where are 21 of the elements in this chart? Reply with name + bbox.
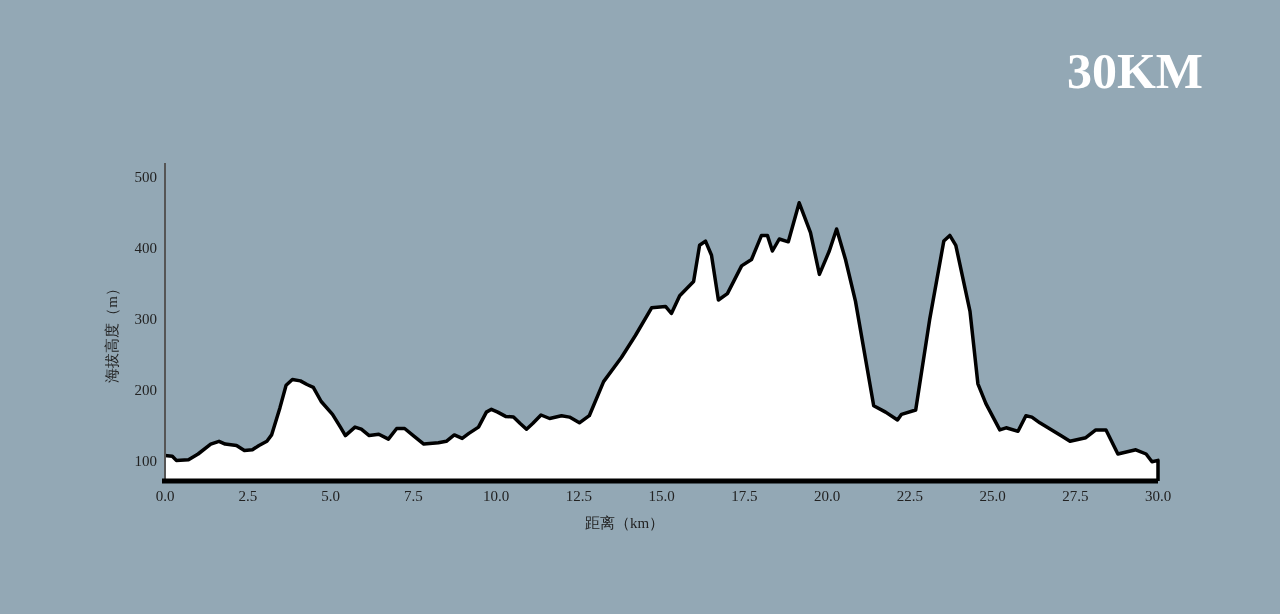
x-axis-title: 距离（km） bbox=[584, 515, 665, 531]
y-axis-title: 海拔高度（m） bbox=[104, 281, 120, 383]
chart-title: 30KM bbox=[1066, 43, 1204, 99]
x-tick-label: 12.5 bbox=[565, 488, 592, 504]
x-tick-label: 30.0 bbox=[1144, 488, 1172, 504]
x-tick-label: 15.0 bbox=[648, 488, 675, 504]
x-tick-label: 0.0 bbox=[155, 488, 175, 504]
x-tick-label: 17.5 bbox=[731, 488, 758, 504]
x-tick-label: 7.5 bbox=[403, 488, 423, 504]
x-tick-label: 27.5 bbox=[1062, 488, 1089, 504]
x-tick-label: 2.5 bbox=[238, 488, 258, 504]
x-tick-label: 5.0 bbox=[321, 488, 340, 504]
y-tick-label: 500 bbox=[134, 169, 157, 186]
y-tick-label: 100 bbox=[134, 453, 157, 470]
y-tick-label: 300 bbox=[134, 311, 157, 328]
y-tick-label: 400 bbox=[134, 240, 157, 257]
x-tick-label: 25.0 bbox=[979, 488, 1006, 504]
x-tick-label: 10.0 bbox=[482, 488, 510, 504]
x-tick-label: 20.0 bbox=[813, 488, 841, 504]
y-tick-label: 200 bbox=[134, 382, 157, 399]
x-tick-label: 22.5 bbox=[896, 488, 923, 504]
